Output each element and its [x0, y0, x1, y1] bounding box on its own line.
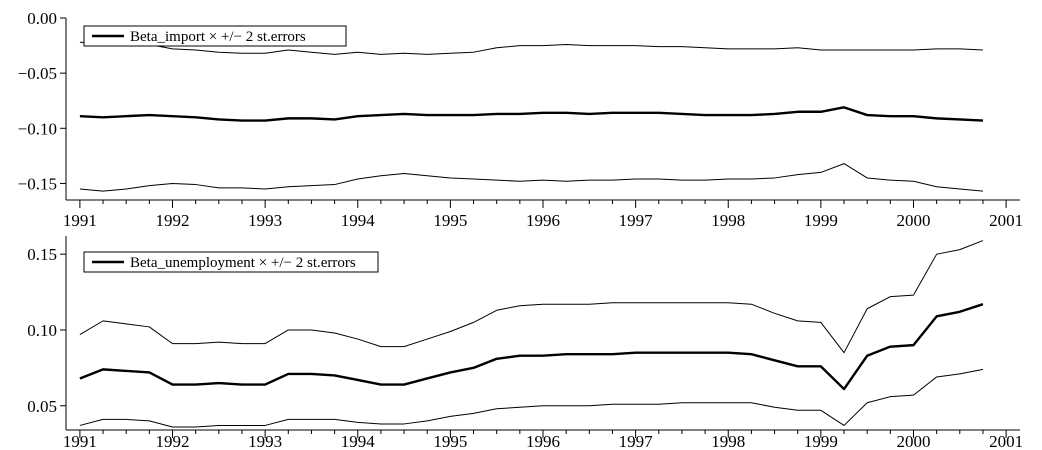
upper-band-line	[79, 240, 984, 354]
y-tick-label: −0.05	[18, 64, 57, 83]
x-tick-label: 1995	[433, 211, 467, 230]
y-tick-label: 0.00	[27, 9, 57, 28]
panel-import-beta: 0.00 −0.05 −0.10 −0.15 1991 1992 1993 1994 1995 1…	[18, 9, 1023, 230]
legend-label: Beta_unemployment × +/− 2 st.errors	[130, 255, 356, 271]
estimate-line	[79, 303, 984, 391]
x-tick-label: 1996	[526, 432, 560, 450]
x-tick-label: 1994	[341, 211, 376, 230]
y-tick-label: 0.15	[27, 245, 57, 264]
x-tick-label: 1995	[433, 432, 467, 450]
legend: Beta_unemployment × +/− 2 st.errors	[83, 251, 379, 273]
x-tick-label: 1997	[619, 432, 654, 450]
legend-box	[83, 251, 379, 273]
panel-unemployment-beta: 0.05 0.10 0.15 1991 1992 1993 1994 1995 1996 1997…	[27, 236, 1023, 450]
y-tick-label: 0.10	[27, 321, 57, 340]
lower-band-line	[79, 368, 984, 428]
estimate-line	[79, 106, 984, 122]
x-tick-label: 1991	[63, 432, 97, 450]
x-tick-label: 1999	[804, 211, 838, 230]
legend: Beta_import × +/− 2 st.errors	[83, 25, 347, 47]
x-tick-label: 1998	[711, 211, 745, 230]
x-tick-label: 2000	[896, 211, 930, 230]
y-tick-label: 0.05	[27, 397, 57, 416]
upper-band-line	[79, 41, 983, 55]
x-tick-label: 1992	[156, 211, 190, 230]
x-tick-label: 1996	[526, 211, 560, 230]
x-tick-label: 1997	[619, 211, 654, 230]
legend-box	[83, 25, 347, 47]
x-tick-label: 2001	[989, 211, 1023, 230]
lower-band-line	[79, 163, 983, 192]
x-tick-label: 2000	[896, 432, 930, 450]
x-tick-label: 1998	[711, 432, 745, 450]
x-tick-label: 1992	[156, 432, 190, 450]
x-tick-label: 1994	[341, 432, 376, 450]
y-tick-label: −0.15	[18, 174, 57, 193]
x-tick-label: 1993	[248, 432, 282, 450]
x-tick-label: 1991	[63, 211, 97, 230]
x-tick-label: 2001	[989, 432, 1023, 450]
legend-label: Beta_import × +/− 2 st.errors	[130, 29, 306, 45]
x-tick-label: 1993	[248, 211, 282, 230]
y-tick-label: −0.10	[18, 119, 57, 138]
x-tick-label: 1999	[804, 432, 838, 450]
